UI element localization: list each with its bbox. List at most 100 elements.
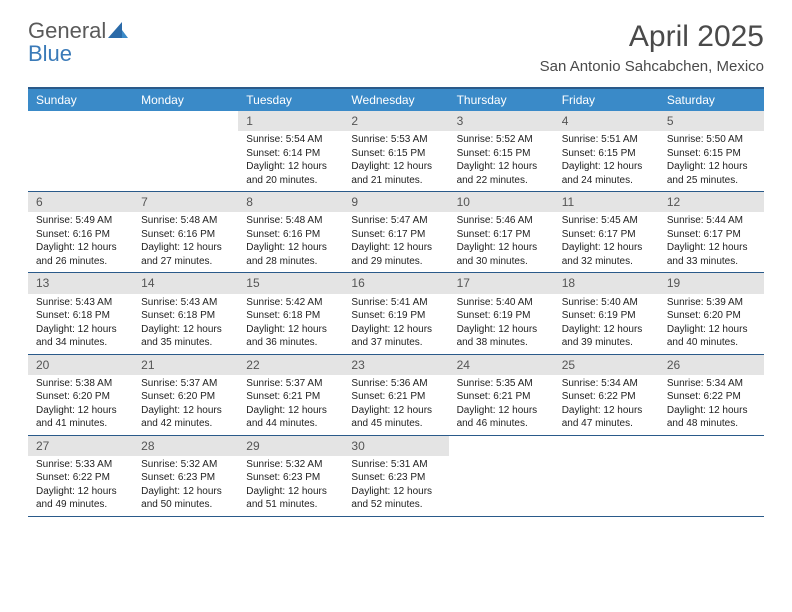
weekday-label: Tuesday — [238, 89, 343, 111]
daylight-text: Daylight: 12 hours and 24 minutes. — [562, 160, 651, 187]
daylight-text: Daylight: 12 hours and 45 minutes. — [351, 404, 440, 431]
day-cell: 4Sunrise: 5:51 AMSunset: 6:15 PMDaylight… — [554, 111, 659, 191]
sunrise-text: Sunrise: 5:48 AM — [246, 214, 335, 228]
daylight-text: Daylight: 12 hours and 25 minutes. — [667, 160, 756, 187]
sunset-text: Sunset: 6:23 PM — [351, 471, 440, 485]
sunrise-text: Sunrise: 5:33 AM — [36, 458, 125, 472]
day-details: Sunrise: 5:49 AMSunset: 6:16 PMDaylight:… — [28, 212, 133, 272]
daylight-text: Daylight: 12 hours and 50 minutes. — [141, 485, 230, 512]
daylight-text: Daylight: 12 hours and 29 minutes. — [351, 241, 440, 268]
day-details: Sunrise: 5:34 AMSunset: 6:22 PMDaylight:… — [554, 375, 659, 435]
sunrise-text: Sunrise: 5:50 AM — [667, 133, 756, 147]
month-title: April 2025 — [540, 20, 764, 54]
day-cell: 17Sunrise: 5:40 AMSunset: 6:19 PMDayligh… — [449, 273, 554, 353]
day-number: 27 — [28, 436, 133, 456]
day-number: 17 — [449, 273, 554, 293]
daylight-text: Daylight: 12 hours and 33 minutes. — [667, 241, 756, 268]
daylight-text: Daylight: 12 hours and 30 minutes. — [457, 241, 546, 268]
day-details: Sunrise: 5:37 AMSunset: 6:20 PMDaylight:… — [133, 375, 238, 435]
day-cell: 5Sunrise: 5:50 AMSunset: 6:15 PMDaylight… — [659, 111, 764, 191]
sunset-text: Sunset: 6:20 PM — [36, 390, 125, 404]
weekday-label: Thursday — [449, 89, 554, 111]
day-details: Sunrise: 5:48 AMSunset: 6:16 PMDaylight:… — [238, 212, 343, 272]
sunset-text: Sunset: 6:16 PM — [141, 228, 230, 242]
day-details: Sunrise: 5:44 AMSunset: 6:17 PMDaylight:… — [659, 212, 764, 272]
title-block: April 2025 San Antonio Sahcabchen, Mexic… — [540, 20, 764, 75]
week-row: 27Sunrise: 5:33 AMSunset: 6:22 PMDayligh… — [28, 436, 764, 517]
sunset-text: Sunset: 6:19 PM — [351, 309, 440, 323]
day-number: 24 — [449, 355, 554, 375]
day-number: 4 — [554, 111, 659, 131]
sunset-text: Sunset: 6:20 PM — [667, 309, 756, 323]
day-details: Sunrise: 5:38 AMSunset: 6:20 PMDaylight:… — [28, 375, 133, 435]
logo-text-general: General — [28, 18, 106, 43]
day-details: Sunrise: 5:51 AMSunset: 6:15 PMDaylight:… — [554, 131, 659, 191]
day-number: 2 — [343, 111, 448, 131]
sunrise-text: Sunrise: 5:35 AM — [457, 377, 546, 391]
day-number: 13 — [28, 273, 133, 293]
logo-text-blue: Blue — [28, 41, 72, 66]
daylight-text: Daylight: 12 hours and 52 minutes. — [351, 485, 440, 512]
day-number: 18 — [554, 273, 659, 293]
day-cell: 24Sunrise: 5:35 AMSunset: 6:21 PMDayligh… — [449, 355, 554, 435]
day-details: Sunrise: 5:48 AMSunset: 6:16 PMDaylight:… — [133, 212, 238, 272]
daylight-text: Daylight: 12 hours and 47 minutes. — [562, 404, 651, 431]
daylight-text: Daylight: 12 hours and 39 minutes. — [562, 323, 651, 350]
daylight-text: Daylight: 12 hours and 44 minutes. — [246, 404, 335, 431]
daylight-text: Daylight: 12 hours and 42 minutes. — [141, 404, 230, 431]
sunset-text: Sunset: 6:17 PM — [457, 228, 546, 242]
sunrise-text: Sunrise: 5:40 AM — [562, 296, 651, 310]
day-number: 22 — [238, 355, 343, 375]
day-details: Sunrise: 5:35 AMSunset: 6:21 PMDaylight:… — [449, 375, 554, 435]
sunrise-text: Sunrise: 5:43 AM — [141, 296, 230, 310]
empty-cell: . — [659, 436, 764, 516]
sunset-text: Sunset: 6:22 PM — [667, 390, 756, 404]
day-cell: 18Sunrise: 5:40 AMSunset: 6:19 PMDayligh… — [554, 273, 659, 353]
sunset-text: Sunset: 6:15 PM — [667, 147, 756, 161]
sunrise-text: Sunrise: 5:47 AM — [351, 214, 440, 228]
daylight-text: Daylight: 12 hours and 38 minutes. — [457, 323, 546, 350]
sunset-text: Sunset: 6:21 PM — [246, 390, 335, 404]
day-details: Sunrise: 5:34 AMSunset: 6:22 PMDaylight:… — [659, 375, 764, 435]
empty-cell: . — [449, 436, 554, 516]
day-cell: 11Sunrise: 5:45 AMSunset: 6:17 PMDayligh… — [554, 192, 659, 272]
daylight-text: Daylight: 12 hours and 22 minutes. — [457, 160, 546, 187]
daylight-text: Daylight: 12 hours and 27 minutes. — [141, 241, 230, 268]
daylight-text: Daylight: 12 hours and 46 minutes. — [457, 404, 546, 431]
daylight-text: Daylight: 12 hours and 48 minutes. — [667, 404, 756, 431]
sunrise-text: Sunrise: 5:34 AM — [562, 377, 651, 391]
day-details: Sunrise: 5:40 AMSunset: 6:19 PMDaylight:… — [554, 294, 659, 354]
day-details: Sunrise: 5:52 AMSunset: 6:15 PMDaylight:… — [449, 131, 554, 191]
sunrise-text: Sunrise: 5:38 AM — [36, 377, 125, 391]
sunrise-text: Sunrise: 5:51 AM — [562, 133, 651, 147]
day-number: 16 — [343, 273, 448, 293]
day-number: 26 — [659, 355, 764, 375]
day-details: Sunrise: 5:45 AMSunset: 6:17 PMDaylight:… — [554, 212, 659, 272]
day-number: 3 — [449, 111, 554, 131]
header: General Blue April 2025 San Antonio Sahc… — [28, 20, 764, 75]
sunset-text: Sunset: 6:15 PM — [457, 147, 546, 161]
calendar-page: General Blue April 2025 San Antonio Sahc… — [0, 0, 792, 537]
day-cell: 29Sunrise: 5:32 AMSunset: 6:23 PMDayligh… — [238, 436, 343, 516]
day-number: 6 — [28, 192, 133, 212]
day-cell: 10Sunrise: 5:46 AMSunset: 6:17 PMDayligh… — [449, 192, 554, 272]
day-number: 12 — [659, 192, 764, 212]
day-number: 7 — [133, 192, 238, 212]
daylight-text: Daylight: 12 hours and 51 minutes. — [246, 485, 335, 512]
day-details: Sunrise: 5:32 AMSunset: 6:23 PMDaylight:… — [238, 456, 343, 516]
sunset-text: Sunset: 6:16 PM — [36, 228, 125, 242]
day-cell: 13Sunrise: 5:43 AMSunset: 6:18 PMDayligh… — [28, 273, 133, 353]
sunrise-text: Sunrise: 5:45 AM — [562, 214, 651, 228]
daylight-text: Daylight: 12 hours and 34 minutes. — [36, 323, 125, 350]
daylight-text: Daylight: 12 hours and 36 minutes. — [246, 323, 335, 350]
day-cell: 9Sunrise: 5:47 AMSunset: 6:17 PMDaylight… — [343, 192, 448, 272]
sunset-text: Sunset: 6:18 PM — [141, 309, 230, 323]
logo-sail-icon — [108, 22, 128, 43]
day-number: 29 — [238, 436, 343, 456]
sunset-text: Sunset: 6:14 PM — [246, 147, 335, 161]
sunrise-text: Sunrise: 5:43 AM — [36, 296, 125, 310]
day-details: Sunrise: 5:32 AMSunset: 6:23 PMDaylight:… — [133, 456, 238, 516]
sunrise-text: Sunrise: 5:40 AM — [457, 296, 546, 310]
daylight-text: Daylight: 12 hours and 32 minutes. — [562, 241, 651, 268]
day-details: Sunrise: 5:53 AMSunset: 6:15 PMDaylight:… — [343, 131, 448, 191]
